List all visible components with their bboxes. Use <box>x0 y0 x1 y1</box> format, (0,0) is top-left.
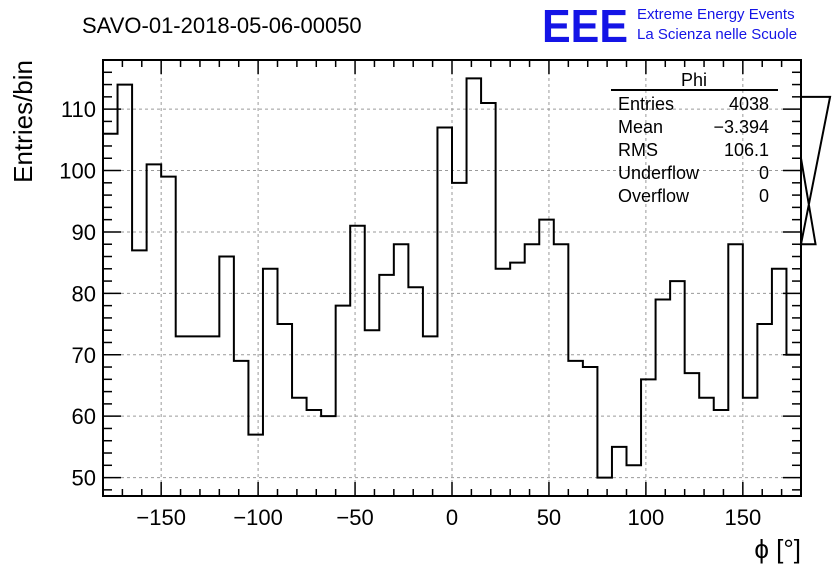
histogram-bin <box>786 355 801 496</box>
y-tick-label: 80 <box>72 281 96 306</box>
histogram-bin <box>583 367 598 496</box>
histogram-bin <box>568 361 583 496</box>
stats-title: Phi <box>681 70 707 90</box>
histogram-bin <box>554 244 569 496</box>
histogram-bin <box>379 275 394 496</box>
histogram-bin <box>525 244 540 496</box>
y-tick-label: 100 <box>59 159 96 184</box>
y-tick-label: 90 <box>72 220 96 245</box>
histogram-bin <box>263 269 278 496</box>
histogram-bin <box>510 263 525 496</box>
histogram-bin <box>336 306 351 496</box>
y-tick-labels: 50 60 70 80 90 100 110 <box>59 97 96 490</box>
brand-subtitle: La Scienza nelle Scuole <box>637 26 797 43</box>
stats-label: RMS <box>618 140 658 160</box>
histogram-bin <box>452 183 467 496</box>
histogram-bin <box>656 299 671 496</box>
histogram-bin <box>714 410 729 496</box>
histogram-bin <box>292 398 307 496</box>
histogram-bin <box>132 250 147 496</box>
histogram-bin <box>612 447 627 496</box>
stats-box: Phi Entries 4038 Mean −3.394 RMS 106.1 Underfl… <box>611 70 778 206</box>
stats-value: −3.394 <box>713 117 769 137</box>
stats-value: 0 <box>759 186 769 206</box>
run-title: SAVO-01-2018-05-06-00050 <box>82 13 362 38</box>
histogram-bin <box>190 336 205 496</box>
histogram-bin <box>161 177 176 496</box>
x-tick-label: 50 <box>537 505 561 530</box>
histogram-bin <box>248 435 263 496</box>
histogram-bin <box>699 398 714 496</box>
histogram-bin <box>365 330 380 496</box>
histogram-bin <box>496 269 511 496</box>
histogram-bin <box>670 281 685 496</box>
histogram-bin <box>437 128 452 496</box>
histogram-bin <box>481 103 496 496</box>
histogram-bin <box>743 398 758 496</box>
stats-label: Underflow <box>618 163 700 183</box>
histogram-bin <box>685 373 700 496</box>
stats-value: 4038 <box>729 94 769 114</box>
histogram-bin <box>147 164 162 496</box>
x-tick-label: 0 <box>446 505 458 530</box>
histogram-bin <box>103 134 118 496</box>
histogram-bin <box>219 257 234 496</box>
histogram-bin <box>467 78 482 496</box>
histogram-bin <box>234 361 249 496</box>
histogram-bin <box>350 226 365 496</box>
x-tick-label: −100 <box>233 505 283 530</box>
x-tick-label: −150 <box>136 505 186 530</box>
y-tick-label: 50 <box>72 466 96 491</box>
stats-value: 106.1 <box>724 140 769 160</box>
x-tick-labels: −150 −100 −50 0 50 100 150 <box>136 505 761 530</box>
stats-label: Mean <box>618 117 663 137</box>
histogram-bin <box>307 410 322 496</box>
y-tick-label: 60 <box>72 404 96 429</box>
histogram-bin <box>118 85 133 496</box>
histogram-step-line <box>103 77 832 479</box>
brand-title: Extreme Energy Events <box>637 6 795 23</box>
x-tick-label: 150 <box>724 505 761 530</box>
histogram-bin <box>728 244 743 496</box>
histogram-bin <box>176 336 191 496</box>
histogram-bin <box>597 478 612 496</box>
histogram-bin <box>321 416 336 496</box>
histogram-bin <box>423 336 438 496</box>
stats-rows: Entries 4038 Mean −3.394 RMS 106.1 Underflow 0 O… <box>618 94 769 206</box>
x-axis-title: ϕ [°] <box>754 534 801 564</box>
x-tick-label: 100 <box>628 505 665 530</box>
histogram-bin <box>278 324 293 496</box>
histogram-bin <box>757 324 772 496</box>
stats-label: Entries <box>618 94 674 114</box>
x-tick-label: −50 <box>336 505 373 530</box>
histogram-bin <box>772 269 787 496</box>
histogram-bin <box>641 379 656 496</box>
histogram-bin <box>408 287 423 496</box>
histogram-bin <box>205 336 220 496</box>
eee-logo: EEE <box>542 0 628 52</box>
histogram-layer <box>103 77 832 496</box>
histogram-bin <box>394 244 409 496</box>
stats-label: Overflow <box>618 186 690 206</box>
y-tick-label: 70 <box>72 343 96 368</box>
y-axis-title: Entries/bin <box>8 60 38 183</box>
stats-value: 0 <box>759 163 769 183</box>
histogram-bin <box>627 465 642 496</box>
y-tick-label: 110 <box>61 97 96 122</box>
histogram-bin <box>539 220 554 496</box>
tick-layer <box>103 59 801 496</box>
